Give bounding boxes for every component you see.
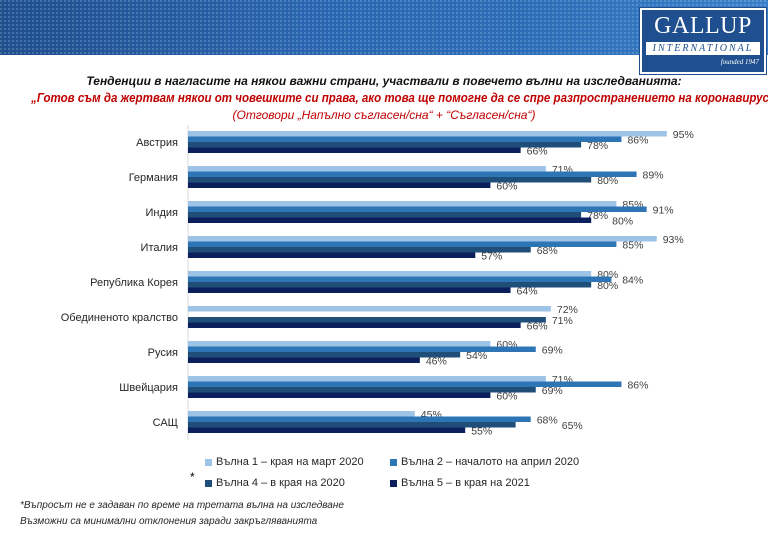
data-label: 64% [517, 285, 538, 297]
legend-swatch [390, 479, 397, 487]
data-label: 69% [542, 344, 563, 356]
data-label: 80% [612, 215, 633, 227]
bar [188, 422, 516, 428]
chart-title: Тенденции в нагласите на някои важни стр… [86, 74, 682, 88]
data-label: 80% [597, 175, 618, 187]
bar [188, 177, 592, 183]
bar [188, 212, 582, 218]
bar [188, 317, 546, 323]
data-label: 68% [537, 245, 558, 257]
data-label: 55% [471, 425, 492, 437]
legend-label: Вълна 5 – в края на 2021 [401, 477, 530, 489]
bar [188, 142, 582, 148]
chart-question: „Готов съм да жертвам някои от човешките… [31, 91, 768, 105]
bar [188, 201, 617, 207]
data-label: 66% [527, 320, 548, 332]
data-label: 89% [643, 169, 664, 181]
gallup-logo: GALLUP INTERNATIONAL founded 1947 [640, 8, 766, 74]
category-label: Русия [148, 347, 178, 359]
data-label: 60% [496, 390, 517, 402]
category-label: Индия [145, 207, 178, 219]
data-label: 80% [597, 280, 618, 292]
legend-item-wave4: Вълна 4 – в края на 2020 [205, 477, 345, 489]
category-label: САЩ [153, 417, 178, 429]
category-label: Швейцария [119, 382, 178, 394]
bar [188, 352, 461, 358]
chart-subtitle: (Отговори „Напълно съгласен/сна“ + “Съгл… [232, 108, 536, 122]
bar [188, 217, 592, 223]
legend-item-wave2: Вълна 2 – началото на април 2020 [390, 456, 579, 468]
bar [188, 182, 491, 188]
bar [188, 341, 491, 347]
bar [188, 346, 536, 352]
data-label: 93% [663, 234, 684, 246]
bar [188, 322, 521, 328]
bar [188, 357, 420, 363]
logo-founded: founded 1947 [720, 58, 759, 66]
legend-swatch [205, 479, 212, 487]
category-label: Германия [129, 172, 178, 184]
data-label: 85% [622, 239, 643, 251]
data-label: 84% [622, 274, 643, 286]
bar [188, 287, 511, 293]
legend-swatch [205, 458, 212, 466]
bar [188, 427, 466, 433]
logo-name: GALLUP [654, 13, 752, 39]
bar [188, 392, 491, 398]
bar [188, 206, 647, 212]
legend-label: Вълна 2 – началото на април 2020 [401, 456, 580, 468]
logo-sub: INTERNATIONAL [646, 42, 760, 55]
legend-item-wave1: Вълна 1 – края на март 2020 [205, 456, 364, 468]
data-label: 60% [496, 180, 517, 192]
data-label: 86% [627, 134, 648, 146]
bar [188, 306, 551, 312]
legend-asterisk: * [190, 470, 195, 484]
category-label: Италия [141, 242, 179, 254]
bar [188, 282, 592, 288]
data-label: 91% [653, 204, 674, 216]
bar [188, 276, 612, 282]
bar [188, 131, 667, 137]
data-label: 57% [481, 250, 502, 262]
data-label: 66% [527, 145, 548, 157]
legend-label: Вълна 1 – края на март 2020 [216, 456, 364, 468]
bar [188, 236, 657, 242]
bar [188, 387, 536, 393]
bar [188, 136, 622, 142]
data-label: 78% [587, 210, 608, 222]
bar [188, 271, 592, 277]
category-label: Австрия [136, 137, 178, 149]
bar [188, 171, 637, 177]
bar [188, 381, 622, 387]
legend-item-wave5: Вълна 5 – в края на 2021 [390, 477, 530, 489]
bar [188, 411, 415, 417]
footnote-1: *Въпросът не е задаван по време на трета… [20, 500, 344, 511]
footnote-2: Възможни са минимални отклонения заради … [20, 516, 318, 527]
legend-swatch [390, 458, 397, 466]
data-label: 69% [542, 385, 563, 397]
data-label: 72% [557, 304, 578, 316]
data-label: 68% [537, 414, 558, 426]
data-label: 95% [673, 129, 694, 141]
category-label: Република Корея [90, 277, 178, 289]
data-label: 78% [587, 140, 608, 152]
data-label: 54% [466, 350, 487, 362]
legend-label: Вълна 4 – в края на 2020 [216, 477, 345, 489]
bar [188, 252, 476, 258]
bar [188, 247, 531, 253]
category-label: Обединеното кралство [61, 312, 178, 324]
data-label: 71% [552, 315, 573, 327]
bar [188, 147, 521, 153]
data-label: 86% [627, 379, 648, 391]
bar [188, 241, 617, 247]
bar [188, 166, 546, 172]
bar [188, 416, 531, 422]
data-label: 46% [426, 355, 447, 367]
data-label: 65% [562, 420, 583, 432]
bar [188, 376, 546, 382]
